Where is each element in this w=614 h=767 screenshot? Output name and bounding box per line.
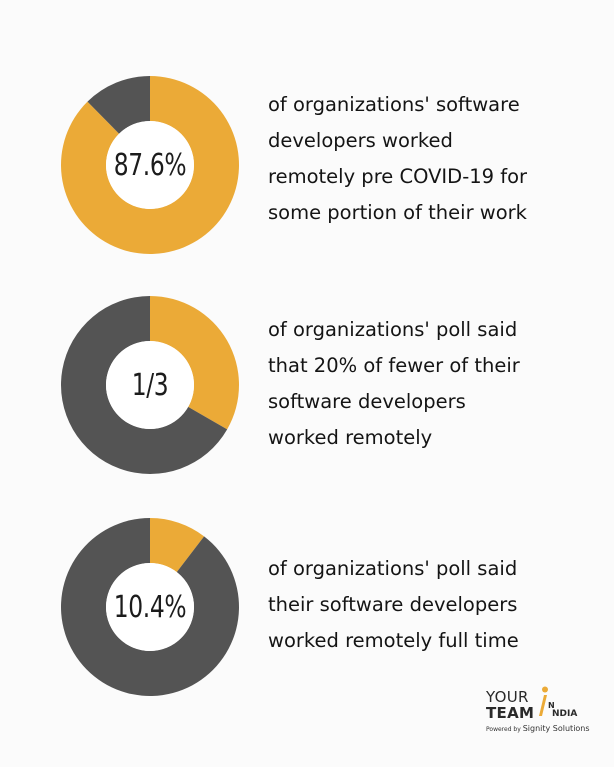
brand-logo: YOUR TEAM N NDIA Powered by Signity Solu… [486, 684, 598, 740]
caption-line: of organizations' poll said [268, 557, 518, 580]
logo-text-n: N [548, 701, 555, 710]
donut-center-label: 10.4% [113, 589, 187, 625]
caption-line: worked remotely [268, 426, 433, 449]
logo-powered-label: Powered by [486, 726, 521, 733]
donut-svg [60, 76, 240, 254]
caption-line: software developers [268, 390, 466, 413]
caption-line: of organizations' software [268, 93, 520, 116]
caption-line: worked remotely full time [268, 629, 519, 652]
caption-line: that 20% of fewer of their [268, 354, 520, 377]
donut-svg [61, 296, 240, 474]
donut-slice [150, 518, 205, 573]
caption-line: remotely pre COVID-19 for [268, 165, 528, 188]
stat-row: 10.4% of organizations' poll said their … [0, 517, 614, 697]
donut-slice [87, 76, 150, 134]
donut-center-label: 87.6% [113, 147, 187, 183]
stat-row: 1/3 of organizations' poll said that 20%… [0, 295, 614, 475]
stat-row: 87.6% of organizations' software develop… [0, 75, 614, 255]
donut-chart: 87.6% [60, 75, 240, 255]
donut-chart: 10.4% [60, 517, 240, 697]
caption-line: of organizations' poll said [268, 318, 518, 341]
donut-chart: 1/3 [60, 295, 240, 475]
donut-svg [60, 518, 239, 696]
donut-slice [150, 296, 240, 430]
donut-center-label: 1/3 [131, 367, 169, 403]
stat-caption: of organizations' poll said that 20% of … [268, 312, 588, 456]
logo-text-india: NDIA [552, 709, 578, 719]
caption-line: their software developers [268, 593, 518, 616]
donut-slice [60, 76, 240, 254]
logo-text-your: YOUR [486, 688, 529, 706]
stat-caption: of organizations' poll said their softwa… [268, 551, 588, 659]
donut-hole [106, 121, 194, 209]
logo-i-mark-icon [539, 686, 548, 716]
logo-company-name: Signity Solutions [522, 724, 590, 733]
logo-text-team: TEAM [486, 704, 535, 722]
donut-slice [61, 296, 228, 474]
caption-line: developers worked [268, 129, 453, 152]
logo-powered-by: Powered by Signity Solutions [486, 724, 590, 733]
donut-hole [106, 563, 194, 651]
donut-hole [106, 341, 194, 429]
donut-slice [60, 518, 239, 696]
caption-line: some portion of their work [268, 201, 527, 224]
stat-caption: of organizations' software developers wo… [268, 87, 588, 231]
